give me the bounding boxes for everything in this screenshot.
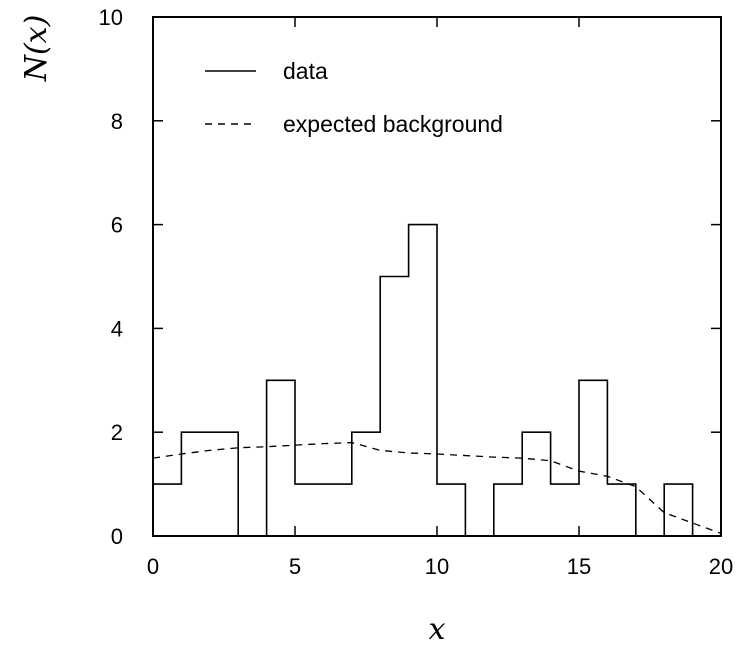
y-tick-label: 6 [111, 213, 123, 238]
series-layer [152, 223, 722, 537]
histogram-bin [607, 484, 635, 536]
ticks-layer: 0 5 10 15 20 0 2 4 6 8 10 [99, 5, 734, 579]
y-tick-label: 0 [111, 524, 123, 549]
histogram-bin [181, 432, 209, 536]
series-expected-background-line [152, 441, 722, 535]
x-tick-label: 10 [425, 554, 449, 579]
y-tick-label: 8 [111, 109, 123, 134]
histogram-bin [494, 484, 522, 536]
legend-label-data: data [283, 58, 328, 84]
y-axis-label: N(x) [19, 15, 54, 83]
histogram-bin [153, 484, 181, 536]
histogram-bin [437, 484, 465, 536]
histogram-bin [551, 484, 579, 536]
histogram-bin [323, 484, 351, 536]
histogram-bin [409, 225, 437, 536]
histogram-bin [352, 432, 380, 536]
x-tick-label: 0 [147, 554, 159, 579]
y-tick-label: 2 [111, 420, 123, 445]
legend-label-expected-background: expected background [283, 111, 503, 137]
legend: data expected background [205, 58, 503, 137]
histogram-bin [295, 484, 323, 536]
y-tick-label: 10 [99, 5, 123, 30]
x-axis-label: x [429, 612, 446, 645]
y-tick-label: 4 [111, 316, 123, 341]
histogram-bin [522, 432, 550, 536]
x-tick-label: 5 [289, 554, 301, 579]
x-tick-label: 20 [709, 554, 733, 579]
series-data-histogram [152, 223, 721, 537]
histogram-bin [664, 484, 692, 536]
histogram-bin [210, 432, 238, 536]
histogram-bin [579, 380, 607, 536]
histogram-bin [380, 277, 408, 537]
x-tick-label: 15 [567, 554, 591, 579]
histogram-bin [267, 380, 295, 536]
